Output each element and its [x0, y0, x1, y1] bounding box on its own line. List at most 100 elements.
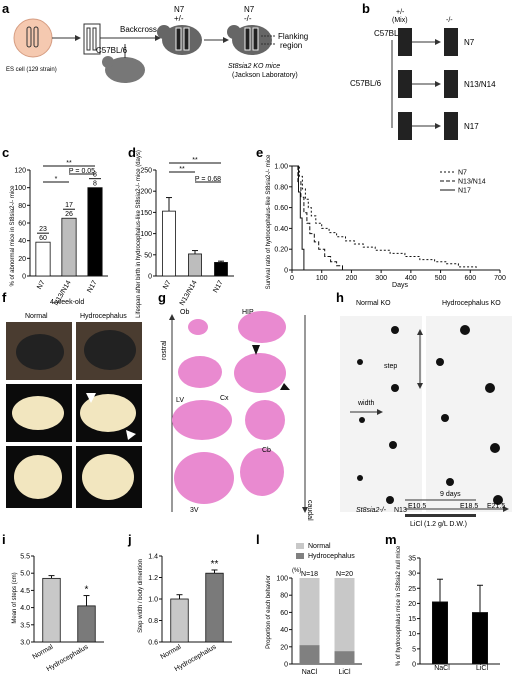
section-lv [172, 400, 232, 440]
g-3v-label: 3V [190, 507, 199, 514]
y-tick-label: 3.0 [20, 640, 30, 647]
es-cell-circle [13, 18, 53, 58]
n7-het-mouse-icon [162, 25, 202, 55]
y-tick-label: 200 [140, 189, 152, 196]
f-normal-label: Normal [25, 313, 48, 320]
footprint-icon [493, 495, 503, 505]
legend-label: N17 [458, 188, 471, 195]
g-hip-label: HIP [242, 309, 254, 316]
bar [35, 241, 51, 277]
g-ob-label: Ob [180, 309, 189, 316]
y-tick-label: 4.5 [20, 588, 30, 595]
y-tick-label: 100 [14, 185, 26, 192]
y-tick-label: 15 [408, 616, 416, 623]
y-tick-label: 0.60 [274, 205, 288, 212]
y-tick-label: 5.5 [20, 554, 30, 561]
b-mix-label: (Mix) [392, 17, 408, 24]
footprint-icon [436, 358, 444, 366]
section-4 [245, 400, 285, 440]
ratio-denominator: 26 [65, 211, 73, 218]
x-tick-label: 100 [316, 275, 328, 282]
footprint-icon [391, 326, 399, 334]
x-tick-label: 400 [405, 275, 417, 282]
y-tick-label: 30 [408, 571, 416, 578]
g-caudal-label: caudal [306, 500, 313, 521]
section-cb [240, 448, 284, 496]
k-e215: E21.5 [487, 503, 505, 510]
bar [170, 598, 189, 643]
y-tick-label: 0.40 [274, 226, 288, 233]
y-tick-label: 1.00 [274, 164, 288, 171]
survival-line-n7 [292, 165, 477, 270]
significance-label: ** [66, 160, 72, 167]
chromosome-icon [398, 112, 412, 140]
n7-ko-mouse-icon [232, 25, 272, 55]
k-licl-bar [405, 514, 476, 517]
significance-label: ** [192, 157, 198, 164]
y-tick-label: 3.5 [20, 622, 30, 629]
section-3v [174, 452, 234, 504]
y-tick-label: 80 [18, 203, 26, 210]
x-tick-label: Normal [159, 643, 182, 661]
chromosome-icon [26, 26, 32, 48]
footprint-icon [490, 443, 500, 453]
h-hydro-label: Hydrocephalus KO [442, 300, 501, 307]
y-tick-label: 0 [284, 268, 288, 275]
arrowhead-icon [280, 383, 290, 390]
x-tick-label: Normal [31, 643, 54, 661]
panel-f-photos: 4-week-old Normal Hydrocephalus [6, 299, 142, 508]
chromosome-icon [86, 27, 91, 51]
x-tick-label: N7 [36, 279, 47, 290]
y-tick-label: 0 [284, 662, 288, 669]
k-e105: E10.5 [408, 503, 426, 510]
g-rostral-label: rostral [161, 340, 168, 360]
normal-ko-footprint-area [340, 316, 422, 512]
footprint-icon [359, 417, 365, 423]
y-tick-label: 100 [140, 231, 152, 238]
significance-label: P = 0.68 [195, 176, 221, 183]
panel-g-sections: rostral caudal Ob HIP LV Cx Cb 3V [161, 309, 313, 521]
chromosome-icon [398, 70, 412, 98]
arrowhead-icon [86, 393, 96, 403]
footprint-icon [441, 414, 449, 422]
panel-letter-j: j [127, 532, 132, 547]
section-hip [238, 311, 286, 343]
chromosome-icon [33, 26, 39, 48]
hydro-brain-top-photo [82, 454, 134, 500]
f-hydro-label: Hydrocephalus [80, 313, 127, 320]
x-tick-label: LiCl [476, 665, 489, 672]
b-het-label: +/- [396, 9, 405, 16]
h-width-label: width [357, 400, 374, 407]
b-chromosome-row-n13 [398, 70, 458, 98]
y-tick-label: 40 [280, 627, 288, 634]
n-label: N=18 [301, 571, 318, 578]
stacked-bar-normal [299, 578, 320, 646]
x-tick-label: 0 [290, 275, 294, 282]
y-tick-label: 0 [22, 274, 26, 281]
y-tick-label: 1.2 [148, 575, 158, 582]
legend-label: Normal [308, 543, 331, 550]
hydro-brain-side-photo [80, 394, 136, 432]
significance-label: ** [211, 559, 219, 570]
x-tick-label: N13/N14 [179, 279, 199, 307]
y-tick-label: 20 [408, 601, 416, 608]
panel-letter-d: d [128, 145, 136, 160]
section-ob [188, 319, 208, 335]
stacked-bar-hydrocephalus [299, 645, 320, 664]
panel-j-chart: Step width / body dimention 0.6 0.8 1.0 1.2… [138, 554, 232, 673]
ratio-numerator: 23 [39, 226, 47, 233]
x-tick-label: 500 [435, 275, 447, 282]
x-tick-label: NaCl [434, 665, 450, 672]
ratio-numerator: 17 [65, 202, 73, 209]
panel-e-chart: Survival ratio of hydrocephalus-like St8… [266, 154, 506, 289]
i-ylabel: Mean of steps (cm) [12, 572, 18, 623]
y-tick-label: 0.8 [148, 618, 158, 625]
stacked-bar-normal [334, 578, 355, 652]
legend-swatch [296, 553, 304, 559]
x-tick-label: 300 [375, 275, 387, 282]
y-tick-label: 0 [148, 274, 152, 281]
b-n17-label: N17 [464, 122, 479, 131]
hydro-mouse-photo [84, 330, 136, 370]
bar [188, 253, 202, 277]
